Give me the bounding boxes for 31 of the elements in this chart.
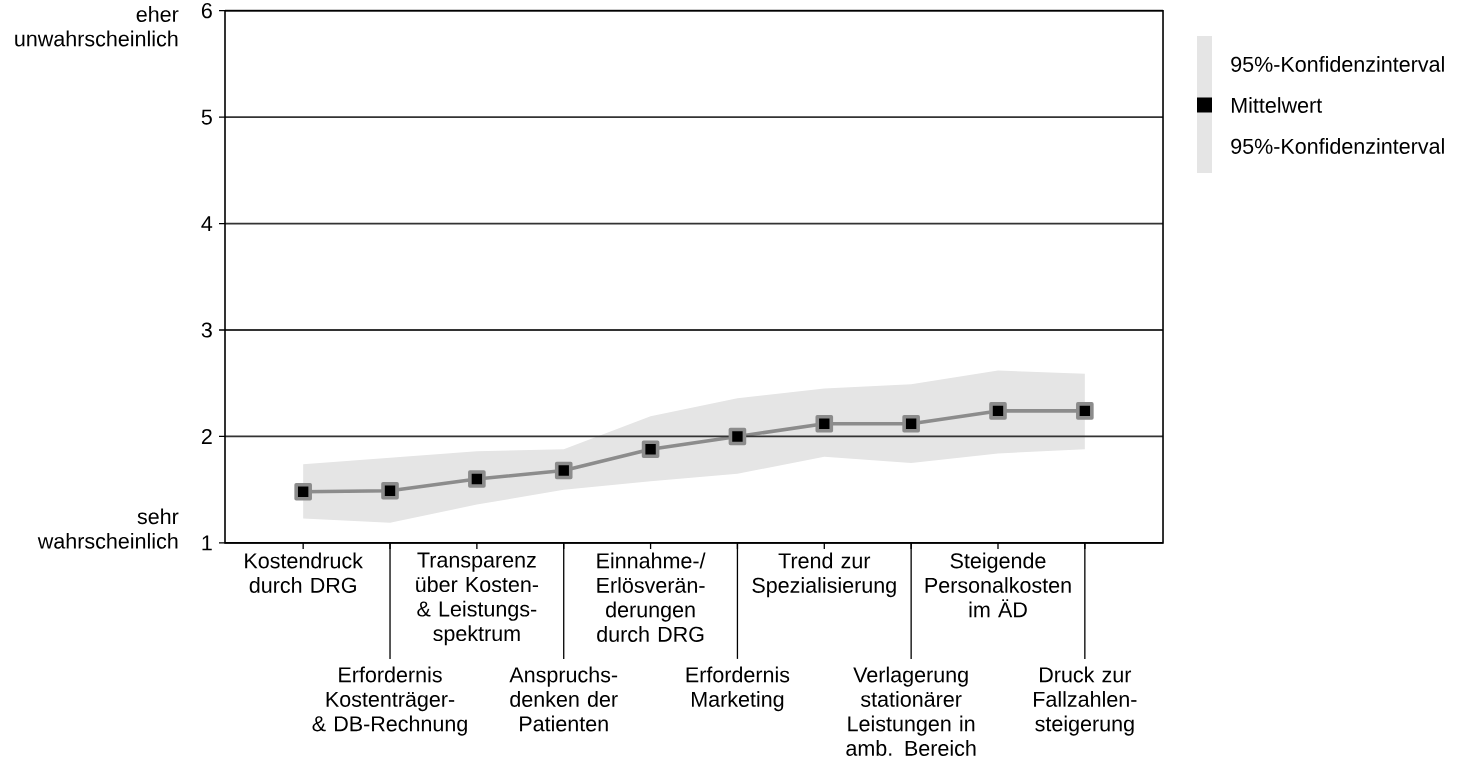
y-tick-label: 3: [201, 322, 212, 338]
x-tick-label: Erfordernis Marketing: [686, 666, 790, 712]
x-tick-label: Anspruchs- denken der Patienten: [509, 666, 618, 732]
text: 95%-Konfidenzinterval: [1231, 56, 1444, 72]
point: [381, 481, 399, 500]
point: [294, 483, 312, 501]
y-tick-label: 6: [201, 3, 212, 19]
point: [815, 414, 834, 433]
point: [902, 414, 920, 433]
y-tick-label: 1: [202, 535, 212, 551]
point: [468, 470, 486, 488]
point: [554, 461, 573, 480]
point: [1076, 402, 1094, 420]
y-tick-label: 5: [201, 109, 212, 125]
x-tick-label: Trend zur Spezialisierung: [752, 552, 896, 598]
x-tick-label: Druck zur Fallzahlen- steigerung: [1034, 666, 1137, 736]
x-tick-label: Erfordernis Kostenträger- & DB-Rechnung: [312, 666, 467, 736]
x-tick-label: Transparenz über Kosten- & Leistungs- spektrum: [416, 552, 539, 646]
x-tick-label: Steigende Personalkosten im ÄD: [925, 552, 1071, 618]
point: [728, 427, 747, 446]
y-tick-label: 4: [201, 216, 213, 231]
x-tick-label: Einnahme-/ Erlösverän- derungen durch DRG: [597, 552, 706, 642]
x-tick-label: Verlagerung stationärer Leistungen in amb. Bereich: [846, 666, 976, 756]
point: [989, 402, 1007, 420]
point: [641, 440, 660, 459]
text: sehr wahrscheinlich: [37, 508, 179, 549]
x-tick-label: Kostendruck durch DRG: [245, 552, 363, 593]
text: 95%-Konfidenzinterval: [1231, 138, 1444, 154]
y-tick-label: 2: [201, 428, 212, 444]
text: eher unwahrscheinlich: [15, 6, 179, 47]
legend-label: Mittelwert: [1231, 97, 1323, 113]
